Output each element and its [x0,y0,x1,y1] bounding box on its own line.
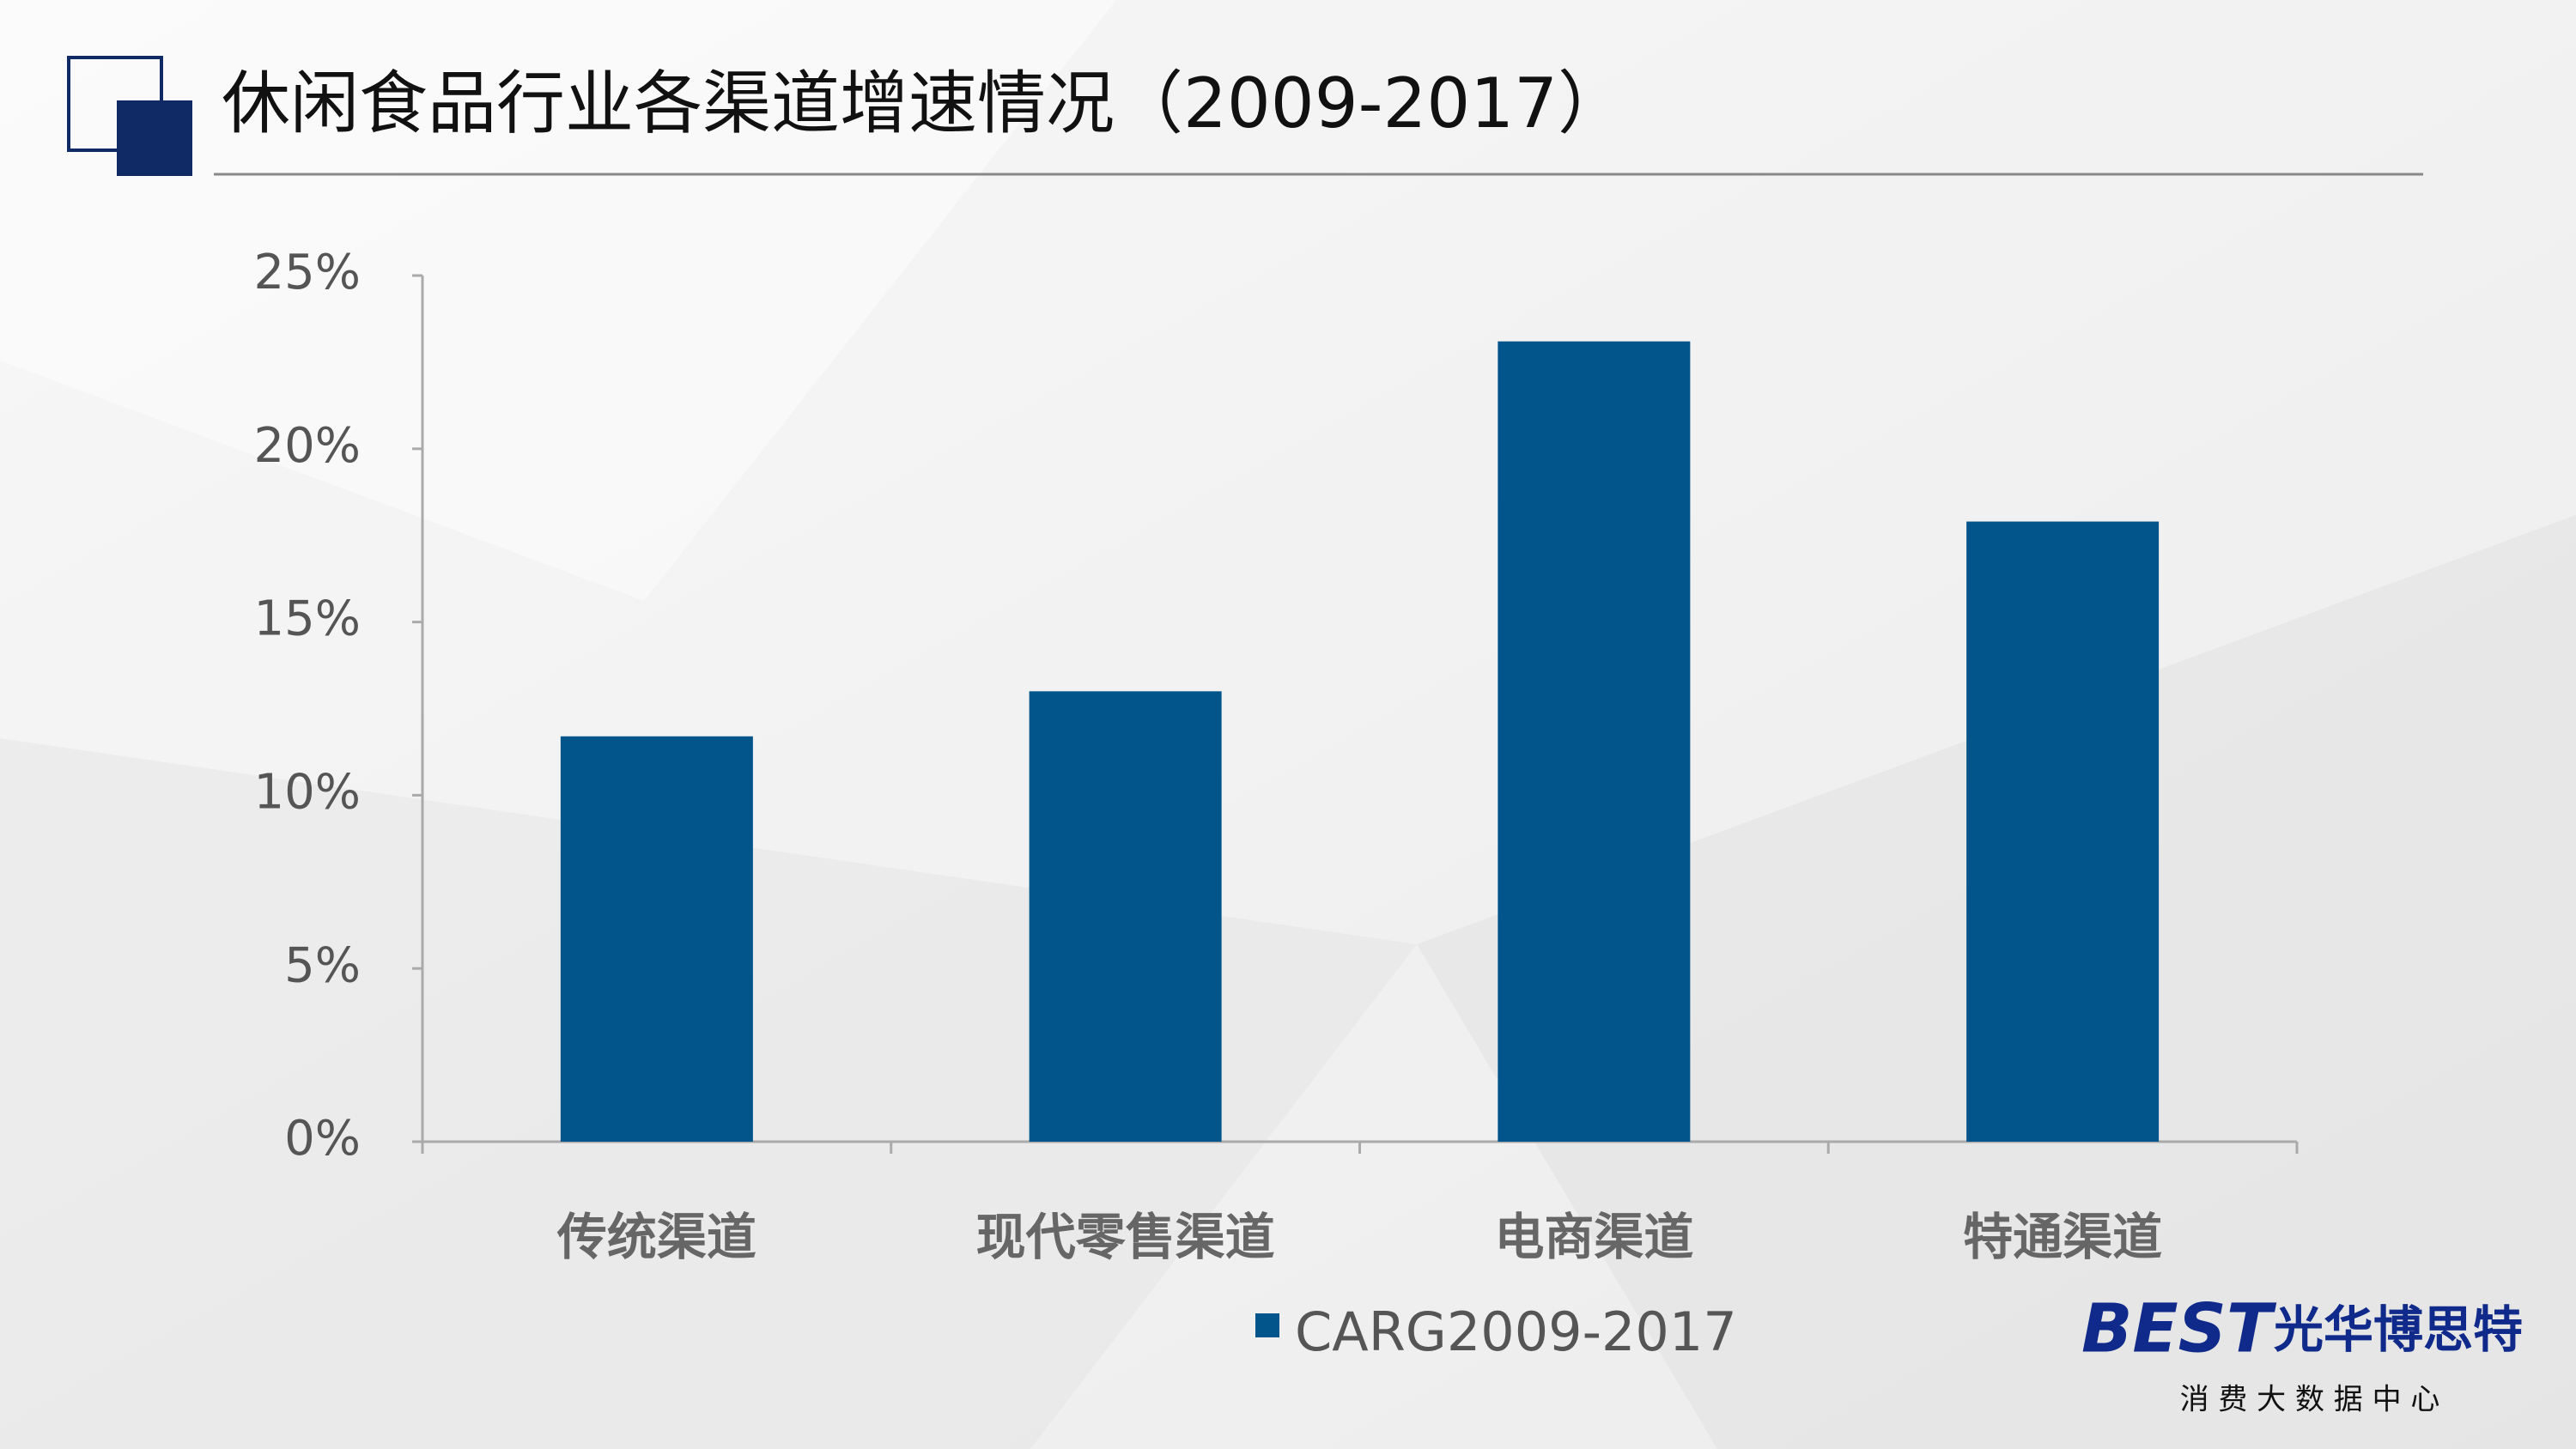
legend-swatch [1255,1313,1279,1337]
bg-shape [0,0,1116,601]
y-tick-label: 15% [254,591,361,647]
logo-mark: BEST [2081,1290,2277,1367]
plot: 0% 5% 10% 15% 20% 25% 传统渠道 现代零售渠道 电商渠道 特通渠道 CARG20… [254,245,2299,1363]
chart-title: 休闲食品行业各渠道增速情况（2009-2017） [222,64,1626,143]
x-tick-label: 现代零售渠道 [976,1208,1275,1266]
legend-label: CARG2009-2017 [1295,1300,1737,1363]
logo-name: 光华博思特 [2274,1300,2523,1359]
y-tick-label: 10% [254,765,361,821]
x-tick-label: 特通渠道 [1963,1208,2162,1266]
logo-tagline: 消 费 大 数 据 中 心 [2180,1383,2440,1417]
y-tick-label: 5% [284,937,361,993]
bar [1498,341,1691,1143]
y-tick-label: 25% [254,245,361,300]
x-tick-label: 电商渠道 [1494,1208,1693,1266]
y-tick-label: 20% [254,418,361,474]
title-deco [117,100,192,176]
bar [560,736,753,1142]
x-tick-label: 传统渠道 [556,1208,756,1266]
y-tick-label: 0% [284,1111,361,1167]
bar [1029,691,1222,1142]
bar [1966,521,2160,1142]
